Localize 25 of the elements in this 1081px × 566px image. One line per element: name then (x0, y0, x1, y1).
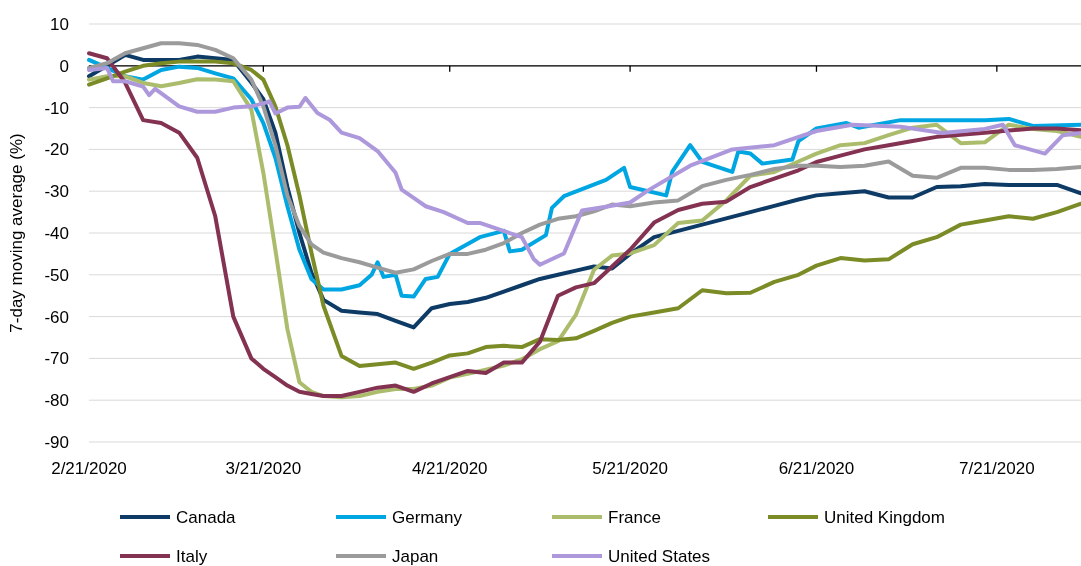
x-tick-label: 3/21/2020 (225, 459, 302, 478)
y-tick-label: -40 (44, 223, 69, 243)
x-tick-label: 7/21/2020 (959, 459, 1035, 478)
y-tick-label: -20 (44, 140, 69, 160)
legend-label: United States (608, 546, 711, 566)
y-tick-label: -30 (44, 182, 69, 202)
legend-label: France (608, 507, 661, 527)
legend-label: Italy (176, 546, 208, 566)
x-tick-label: 4/21/2020 (411, 459, 488, 478)
y-tick-label: -10 (44, 98, 69, 118)
y-tick-label: -70 (44, 349, 69, 369)
y-axis-title: 7-day moving average (%) (7, 133, 26, 333)
y-tick-label: -90 (44, 432, 69, 452)
y-tick-label: -80 (44, 391, 69, 411)
y-tick-label: 0 (59, 56, 69, 76)
x-tick-label: 2/21/2020 (51, 459, 127, 478)
x-tick-label: 5/21/2020 (592, 459, 668, 478)
x-tick-label: 6/21/2020 (778, 459, 855, 478)
legend-label: Canada (176, 507, 237, 527)
y-tick-label: -50 (44, 265, 69, 285)
legend-label: United Kingdom (824, 507, 945, 527)
y-tick-label: 10 (50, 14, 69, 34)
legend-label: Germany (392, 507, 463, 527)
y-tick-label: -60 (44, 307, 69, 327)
legend-label: Japan (392, 546, 439, 566)
